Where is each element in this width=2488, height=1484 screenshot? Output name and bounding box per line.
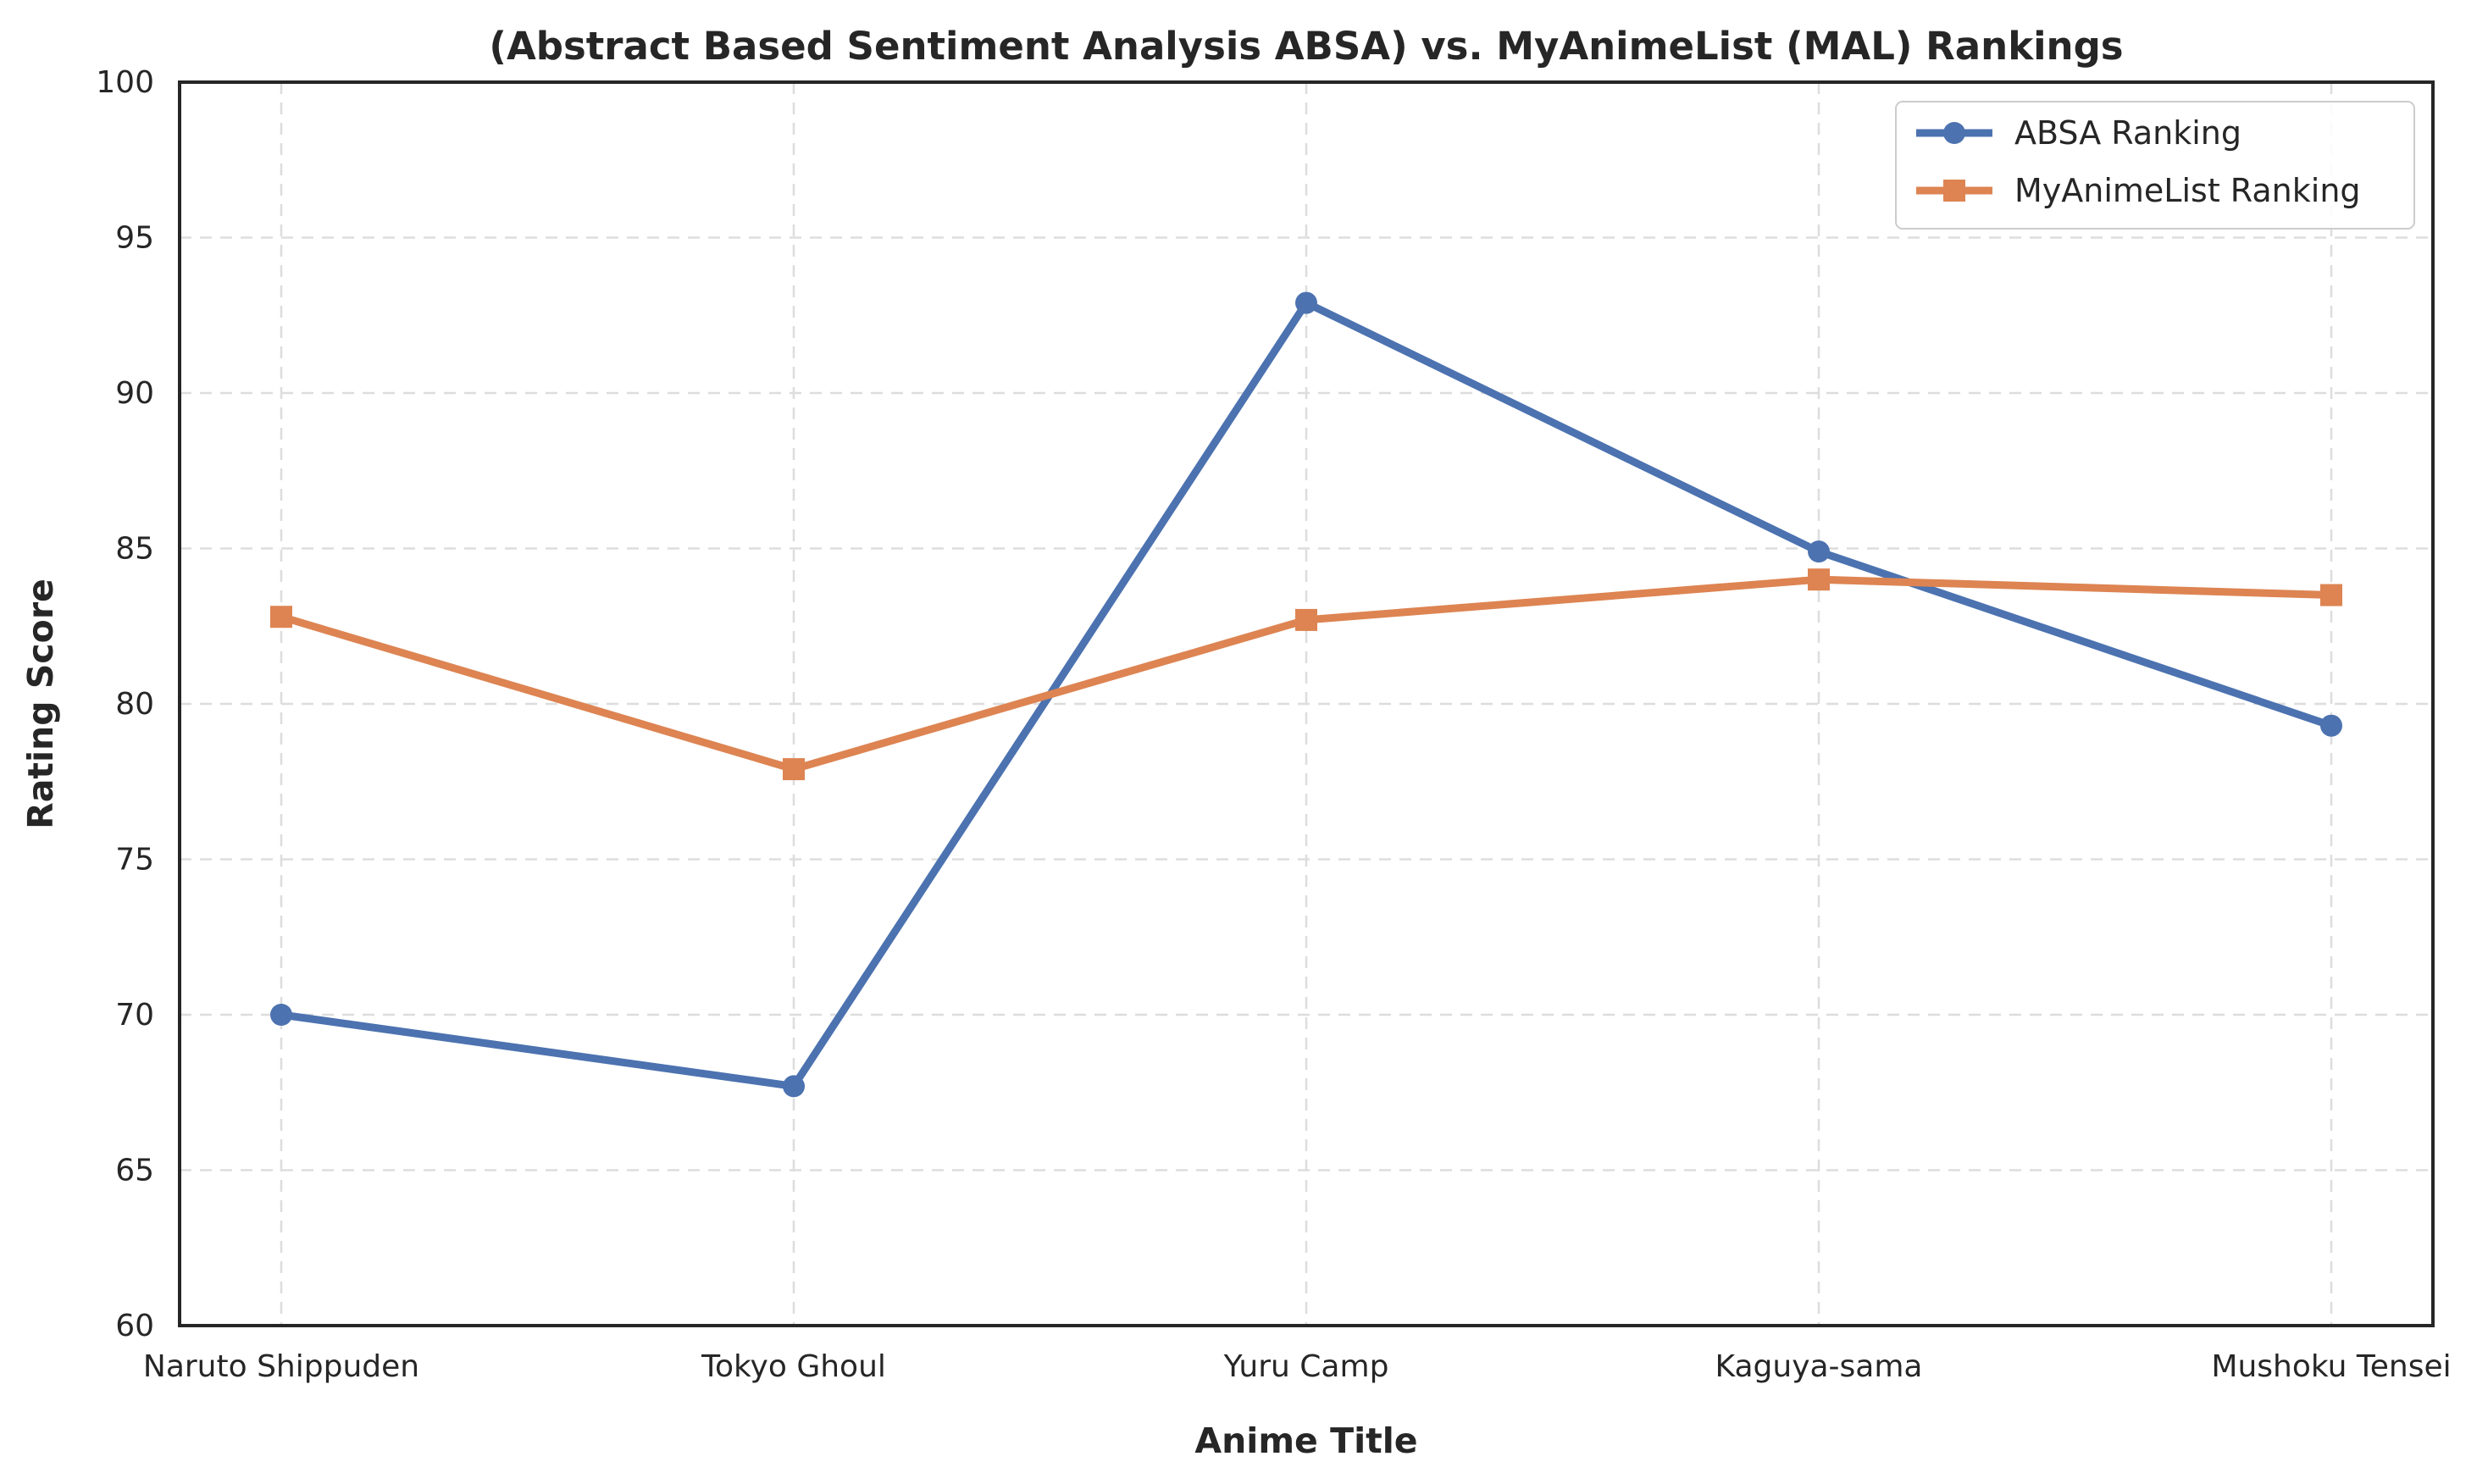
data-point [270, 1004, 292, 1026]
y-tick-label: 75 [115, 843, 154, 878]
data-point [1295, 608, 1317, 631]
data-point [2320, 714, 2342, 737]
data-point [1808, 540, 1830, 563]
chart-title: (Abstract Based Sentiment Analysis ABSA)… [489, 24, 2123, 69]
data-point [783, 758, 805, 781]
data-point [270, 606, 292, 628]
legend: ABSA Ranking MyAnimeList Ranking [1895, 101, 2415, 230]
y-tick-label: 60 [115, 1309, 154, 1343]
legend-items: ABSA Ranking MyAnimeList Ranking [1916, 114, 2361, 209]
data-point [1808, 568, 1830, 591]
y-tick-label: 95 [115, 221, 154, 256]
data-point [783, 1075, 805, 1098]
legend-label: ABSA Ranking [2014, 114, 2241, 152]
legend-marker [1943, 180, 1965, 202]
y-tick-label: 90 [115, 376, 154, 411]
legend-marker [1943, 122, 1965, 144]
x-tick-label: Kaguya-sama [1715, 1349, 1922, 1384]
y-tick-label: 80 [115, 687, 154, 722]
y-tick-label: 65 [115, 1154, 154, 1188]
grid [180, 82, 2433, 1326]
series-layer [270, 291, 2342, 1098]
data-point [2320, 584, 2342, 606]
legend-label: MyAnimeList Ranking [2014, 172, 2361, 209]
plot-frame [178, 80, 2435, 1327]
x-tick-label: Mushoku Tensei [2211, 1349, 2451, 1384]
y-tick-label: 100 [96, 65, 154, 100]
data-point [1295, 291, 1317, 314]
x-tick-label: Tokyo Ghoul [701, 1349, 886, 1384]
legend-box [1895, 101, 2415, 230]
y-tick-label: 85 [115, 532, 154, 567]
y-axis-label: Rating Score [20, 579, 61, 829]
x-tick-label: Naruto Shippuden [143, 1349, 419, 1384]
y-tick-label: 70 [115, 998, 154, 1033]
ticks: 60 65 70 75 80 85 90 95 100 Naruto Shippuden Tokyo… [96, 65, 2451, 1384]
x-axis-label: Anime Title [1194, 1420, 1417, 1461]
x-tick-label: Yuru Camp [1223, 1349, 1389, 1384]
